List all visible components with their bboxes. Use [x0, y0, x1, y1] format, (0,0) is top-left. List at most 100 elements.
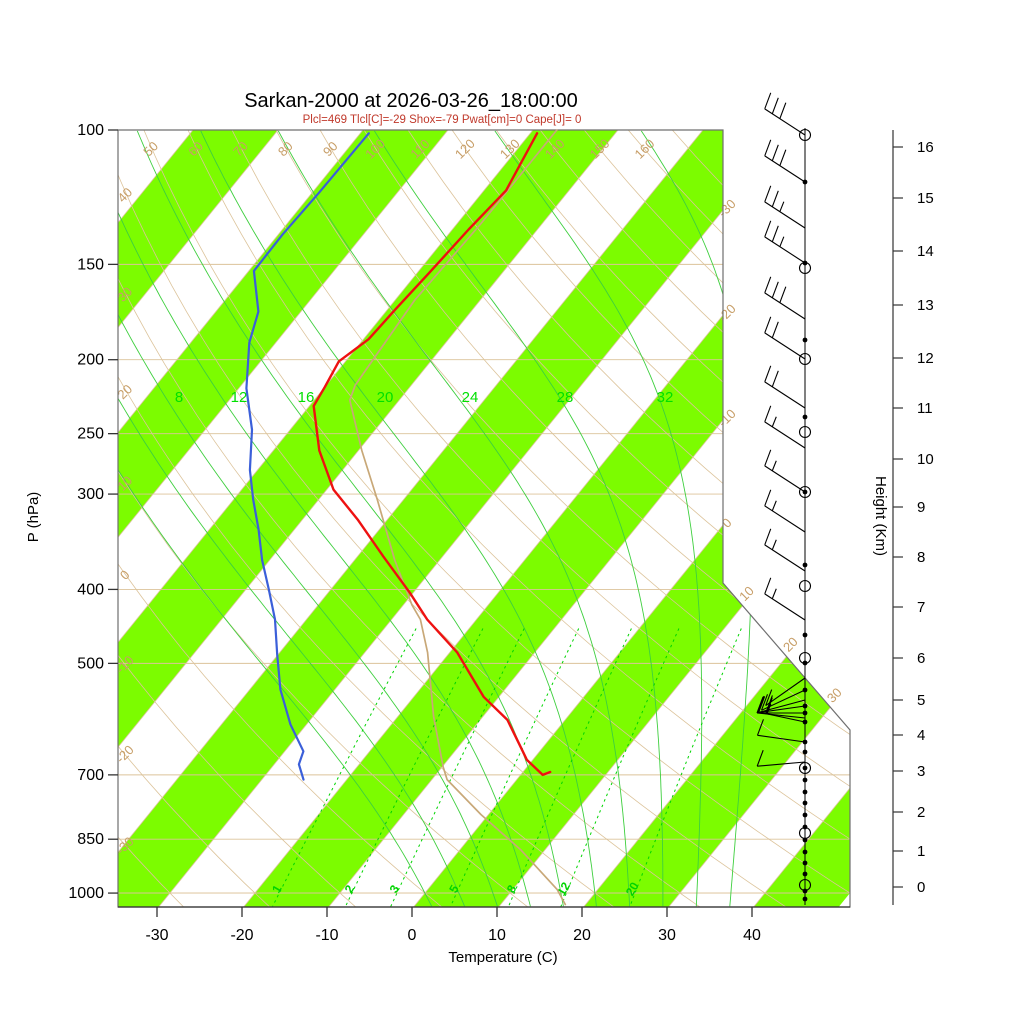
barb-shaft: [764, 381, 806, 409]
barb-shaft: [764, 465, 806, 493]
dry-adiabat: [118, 130, 445, 907]
dry-adiabat: [363, 130, 850, 907]
height-tick-label: 9: [917, 499, 925, 516]
x-tick-label: 20: [573, 927, 591, 944]
moist-adiabat: [494, 130, 703, 907]
parcel-line: [348, 129, 567, 906]
barb-half-tick: [766, 703, 772, 715]
barb-shaft: [764, 108, 806, 136]
level-circle: [798, 826, 812, 840]
moist-adiabat: [374, 130, 664, 907]
tan-label: 90: [320, 138, 341, 159]
level-dot: [802, 849, 808, 855]
x-tick-label: 10: [488, 927, 506, 944]
height-tick-label: 5: [917, 692, 925, 709]
dry-adiabat: [539, 130, 850, 907]
tan-label: 30: [824, 685, 845, 706]
moist-adiabat-label: 28: [557, 389, 574, 406]
barb-shaft: [764, 201, 806, 229]
level-dot: [802, 765, 808, 771]
barb-half-tick: [771, 460, 777, 471]
height-tick-label: 16: [917, 139, 934, 156]
level-dot: [802, 703, 808, 709]
x-tick-label: -10: [315, 927, 338, 944]
height-tick-label: 0: [917, 879, 925, 896]
moist-adiabat-label: 12: [231, 389, 248, 406]
mixing-ratio-line: [343, 628, 484, 907]
height-tick-label: 11: [917, 400, 933, 417]
barb-shaft: [757, 734, 806, 743]
y-tick-label: 700: [77, 767, 104, 784]
height-tick-label: 2: [917, 804, 925, 821]
x-tick-label: 0: [408, 927, 417, 944]
barb-tick: [764, 220, 772, 238]
moist-adiabat: [118, 130, 466, 907]
moist-adiabat: [118, 130, 433, 907]
level-dot: [802, 337, 808, 343]
x-tick-label: -20: [230, 927, 253, 944]
barb-tick: [764, 139, 772, 157]
level-circle: [798, 485, 812, 499]
level-dot: [802, 414, 808, 420]
level-dot: [802, 896, 808, 902]
barb-shaft: [764, 332, 806, 360]
x-tick-label: -30: [145, 927, 168, 944]
level-dot: [802, 749, 808, 755]
wind-barb-column: [756, 92, 812, 905]
green-band: [118, 130, 623, 907]
barb-half-tick: [779, 236, 785, 247]
mixing-ratio-label: 20: [623, 879, 642, 898]
barb-tick: [765, 689, 773, 706]
dry-adiabat: [0, 130, 100, 909]
barb-tick: [779, 102, 787, 119]
y-tick-label: 500: [77, 655, 104, 672]
height-tick-label: 15: [917, 190, 934, 207]
level-dot: [802, 871, 808, 877]
dry-adiabat: [118, 130, 273, 907]
dewpoint-curve: [245, 132, 370, 781]
x-tick-label: 30: [658, 927, 676, 944]
barb-tick: [764, 405, 772, 423]
dry-adiabat: [118, 130, 359, 907]
barb-tick: [771, 97, 779, 114]
moist-adiabat: [118, 130, 531, 907]
barb-tick: [771, 190, 779, 207]
height-tick-label: 14: [917, 243, 934, 260]
barb-tick: [764, 577, 772, 595]
barb-half-tick: [771, 500, 777, 511]
mixing-ratio-line: [389, 628, 525, 907]
moist-adiabat: [200, 130, 597, 907]
chart-subtitle: Plcl=469 Tlcl[C]=-29 Shox=-79 Pwat[cm]=0…: [303, 114, 582, 126]
barb-tick: [764, 365, 772, 383]
barb-tick: [779, 286, 787, 303]
barb-tick: [771, 281, 779, 298]
tan-label: 160: [631, 136, 657, 162]
barb-tick: [764, 316, 772, 334]
dewpoint-line: [245, 132, 370, 781]
barb-shaft: [764, 155, 806, 183]
tan-label: 0: [117, 567, 133, 583]
mixing-ratio-line: [559, 628, 680, 907]
barb-tick: [764, 276, 772, 294]
height-tick-label: 12: [917, 350, 934, 367]
moist-adiabat: [136, 130, 564, 907]
barb-tick: [757, 695, 765, 713]
barb-shaft: [764, 421, 806, 449]
isotherm-line: [118, 130, 708, 907]
isotherm-lines: [118, 130, 850, 907]
y-tick-label: 1000: [68, 885, 104, 902]
level-dot: [802, 687, 808, 693]
barb-tick: [764, 449, 772, 467]
dry-adiabat: [118, 130, 531, 907]
level-dot: [802, 800, 808, 806]
dry-adiabat: [0, 130, 13, 909]
dry-adiabat: [143, 130, 850, 907]
green-band: [0, 125, 112, 909]
dry-adiabat: [275, 130, 850, 907]
isotherm-line: [118, 130, 368, 907]
level-dot: [802, 719, 808, 725]
y-tick-label: 300: [77, 486, 104, 503]
dry-adiabat: [231, 130, 850, 907]
